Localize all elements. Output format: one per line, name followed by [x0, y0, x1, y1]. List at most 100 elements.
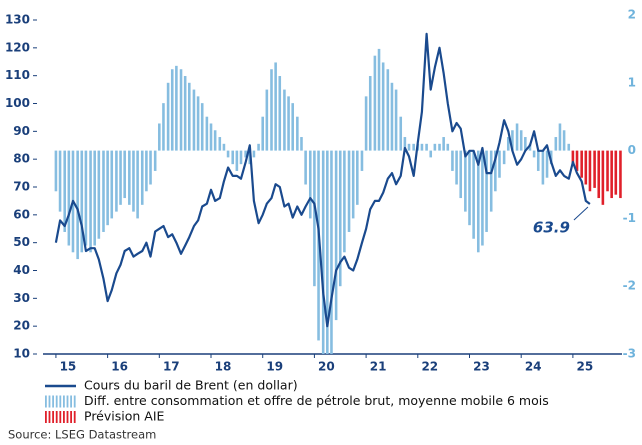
legend-swatch — [48, 395, 51, 408]
legend-swatch — [59, 411, 62, 423]
y-tick-label: 30 — [13, 291, 30, 305]
y-tick-label: 10 — [13, 347, 30, 361]
x-tick-label: 23 — [473, 360, 490, 374]
bar — [162, 103, 165, 151]
bar — [209, 123, 213, 151]
bar — [429, 150, 433, 158]
bar — [149, 150, 152, 185]
bar — [330, 150, 333, 354]
bar — [265, 89, 269, 151]
bar — [196, 96, 200, 151]
legend-swatch — [55, 411, 58, 423]
bar — [360, 150, 364, 171]
bar — [438, 143, 441, 151]
y2-tick-label: -2 — [623, 279, 636, 293]
bar — [278, 76, 282, 151]
bar — [364, 96, 368, 151]
bar — [158, 123, 161, 151]
bar — [239, 150, 243, 165]
legend-label: Diff. entre consommation et offre de pét… — [84, 393, 549, 408]
legend-swatch — [45, 395, 47, 408]
bar — [515, 123, 519, 151]
bar — [519, 130, 523, 151]
y-tick-label: 100 — [5, 96, 30, 110]
bar — [601, 150, 605, 205]
bar — [334, 150, 338, 321]
bar — [403, 137, 407, 151]
y-tick-label: 120 — [5, 40, 30, 54]
bar — [231, 150, 235, 165]
legend-swatch — [73, 411, 76, 423]
y-tick-label: 70 — [13, 180, 30, 194]
y-tick-label: 50 — [13, 235, 30, 249]
bar — [244, 150, 247, 158]
x-tick-label: 15 — [60, 360, 77, 374]
annotation: 63.9 — [533, 218, 570, 236]
y2-tick-label: -3 — [623, 347, 636, 361]
bar — [511, 130, 514, 151]
bar — [291, 103, 294, 151]
legend-swatch — [52, 411, 54, 423]
bar — [188, 82, 191, 151]
bar — [399, 116, 403, 151]
bar — [571, 150, 575, 165]
y-tick-label: 60 — [13, 207, 30, 221]
bar — [119, 150, 122, 205]
bar — [485, 150, 488, 232]
legend-swatch — [52, 395, 54, 408]
bar — [97, 150, 101, 239]
bar — [562, 130, 566, 151]
y-tick-label: 80 — [13, 152, 30, 166]
bar — [464, 150, 467, 212]
bar — [261, 116, 265, 151]
bar — [368, 76, 372, 151]
bar — [175, 65, 178, 151]
bar — [270, 69, 273, 151]
bar — [67, 150, 71, 246]
bar — [558, 123, 562, 151]
bar — [252, 150, 256, 158]
bar — [93, 150, 96, 246]
bar — [170, 69, 174, 151]
bar — [338, 150, 342, 287]
bar — [140, 150, 144, 205]
x-tick-label: 18 — [215, 360, 232, 374]
legend-swatch — [70, 395, 72, 408]
y-tick-label: 20 — [13, 319, 30, 333]
bar — [313, 150, 316, 287]
y2-tick-label: 0 — [628, 143, 636, 157]
legend-swatch — [59, 395, 62, 408]
bar — [549, 150, 553, 165]
bar — [394, 89, 398, 151]
bar — [580, 150, 583, 178]
y-tick-label: 130 — [5, 13, 30, 27]
bar — [476, 150, 480, 253]
bar — [386, 69, 390, 151]
x-tick-label: 20 — [318, 360, 335, 374]
bar — [321, 150, 325, 354]
bar — [451, 150, 454, 171]
bar — [136, 150, 139, 219]
bar — [472, 150, 475, 239]
y2-tick-label: 2 — [628, 8, 636, 22]
x-tick-label: 22 — [421, 360, 438, 374]
bar — [226, 150, 230, 158]
bar — [300, 137, 303, 151]
bar — [536, 150, 540, 171]
annotation-leader — [573, 206, 589, 221]
bar — [498, 150, 501, 178]
bar — [200, 103, 204, 151]
bar — [381, 62, 385, 151]
bar — [420, 143, 424, 151]
legend-swatch — [66, 411, 69, 423]
bar — [545, 150, 549, 178]
bar — [132, 150, 135, 212]
bar — [481, 150, 484, 246]
bar — [145, 150, 148, 192]
bar — [76, 150, 79, 260]
bar — [588, 150, 592, 192]
bar — [102, 150, 105, 232]
legend-swatch — [63, 411, 65, 423]
